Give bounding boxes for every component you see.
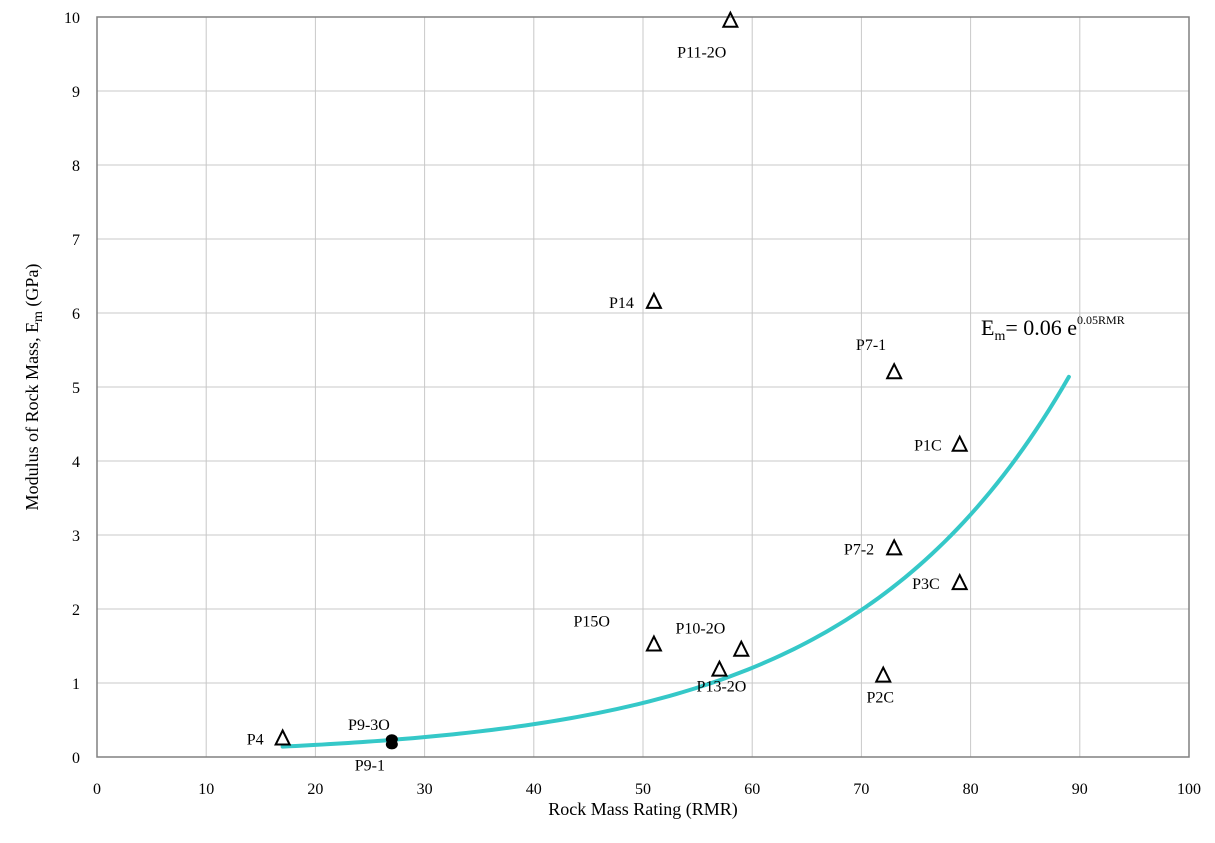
y-tick-label: 0 xyxy=(72,750,80,767)
point-labels: P11-2O P14 P7-1 P1C P7-2 P3C P15O P10-2O P13-2O P… xyxy=(247,45,942,775)
y-axis-title-sub: m xyxy=(31,311,46,322)
point-label: P9-3O xyxy=(348,717,390,734)
triangle-marker xyxy=(951,572,969,591)
y-tick-label: 6 xyxy=(72,306,80,323)
x-tick-label: 40 xyxy=(526,781,542,798)
point-label: P13-2O xyxy=(697,679,747,696)
x-tick-label: 60 xyxy=(744,781,760,798)
y-tick-label: 7 xyxy=(72,232,80,249)
point-label: P11-2O xyxy=(677,45,726,62)
y-tick-label: 3 xyxy=(72,528,80,545)
tick-labels: 0 10 20 30 40 50 60 70 80 90 100 0 1 2 3 4 5 6 7 8 9 10 xyxy=(64,10,1201,798)
y-tick-label: 5 xyxy=(72,380,80,397)
triangle-marker xyxy=(721,10,739,28)
circle-marker xyxy=(385,739,398,750)
x-tick-label: 10 xyxy=(198,781,214,798)
triangle-marker xyxy=(710,659,729,677)
point-label: P14 xyxy=(609,295,634,312)
y-tick-label: 4 xyxy=(72,454,80,471)
y-tick-label: 8 xyxy=(72,158,80,175)
gridlines xyxy=(97,17,1189,757)
triangle-marker xyxy=(885,538,903,556)
point-label: P15O xyxy=(573,614,609,631)
point-label: P9-1 xyxy=(355,757,385,774)
x-tick-label: 100 xyxy=(1177,781,1201,798)
triangle-marker xyxy=(645,291,663,309)
point-label: P4 xyxy=(247,732,264,749)
triangle-marker xyxy=(874,665,892,683)
triangle-marker xyxy=(274,728,292,746)
y-tick-label: 1 xyxy=(72,676,80,693)
point-label: P7-1 xyxy=(856,337,886,354)
triangle-marker xyxy=(645,634,663,652)
fit-equation-sub: m xyxy=(994,329,1005,344)
fit-curve xyxy=(280,374,1071,749)
point-label: P2C xyxy=(866,690,894,707)
x-tick-label: 0 xyxy=(93,781,101,798)
point-label: P1C xyxy=(914,438,942,455)
point-label: P7-2 xyxy=(844,541,874,558)
y-tick-label: 2 xyxy=(72,602,80,619)
x-tick-label: 80 xyxy=(963,781,979,798)
point-label: P10-2O xyxy=(675,621,725,638)
triangle-marker xyxy=(885,361,903,380)
x-tick-label: 30 xyxy=(417,781,433,798)
triangle-marker xyxy=(951,434,969,452)
y-axis-title-main: Modulus of Rock Mass, E xyxy=(22,322,42,511)
y-axis-title: Modulus of Rock Mass, Em (GPa) xyxy=(22,264,46,511)
data-points xyxy=(274,10,969,750)
y-axis-title-unit: (GPa) xyxy=(22,264,43,312)
x-tick-label: 50 xyxy=(635,781,651,798)
plot-frame xyxy=(96,16,1190,758)
fit-equation-prefix: E xyxy=(981,315,994,340)
x-tick-label: 70 xyxy=(853,781,869,798)
triangle-marker xyxy=(732,639,750,657)
x-tick-label: 20 xyxy=(307,781,323,798)
fit-equation: Em= 0.06 e0.05RMR xyxy=(981,313,1125,344)
point-label: P3C xyxy=(912,576,940,593)
fit-equation-sup: 0.05RMR xyxy=(1077,313,1125,327)
fit-equation-mid: = 0.06 e xyxy=(1005,315,1077,340)
x-tick-label: 90 xyxy=(1072,781,1088,798)
x-axis-title: Rock Mass Rating (RMR) xyxy=(548,799,738,820)
y-tick-label: 9 xyxy=(72,84,80,101)
y-tick-label: 10 xyxy=(64,10,80,27)
